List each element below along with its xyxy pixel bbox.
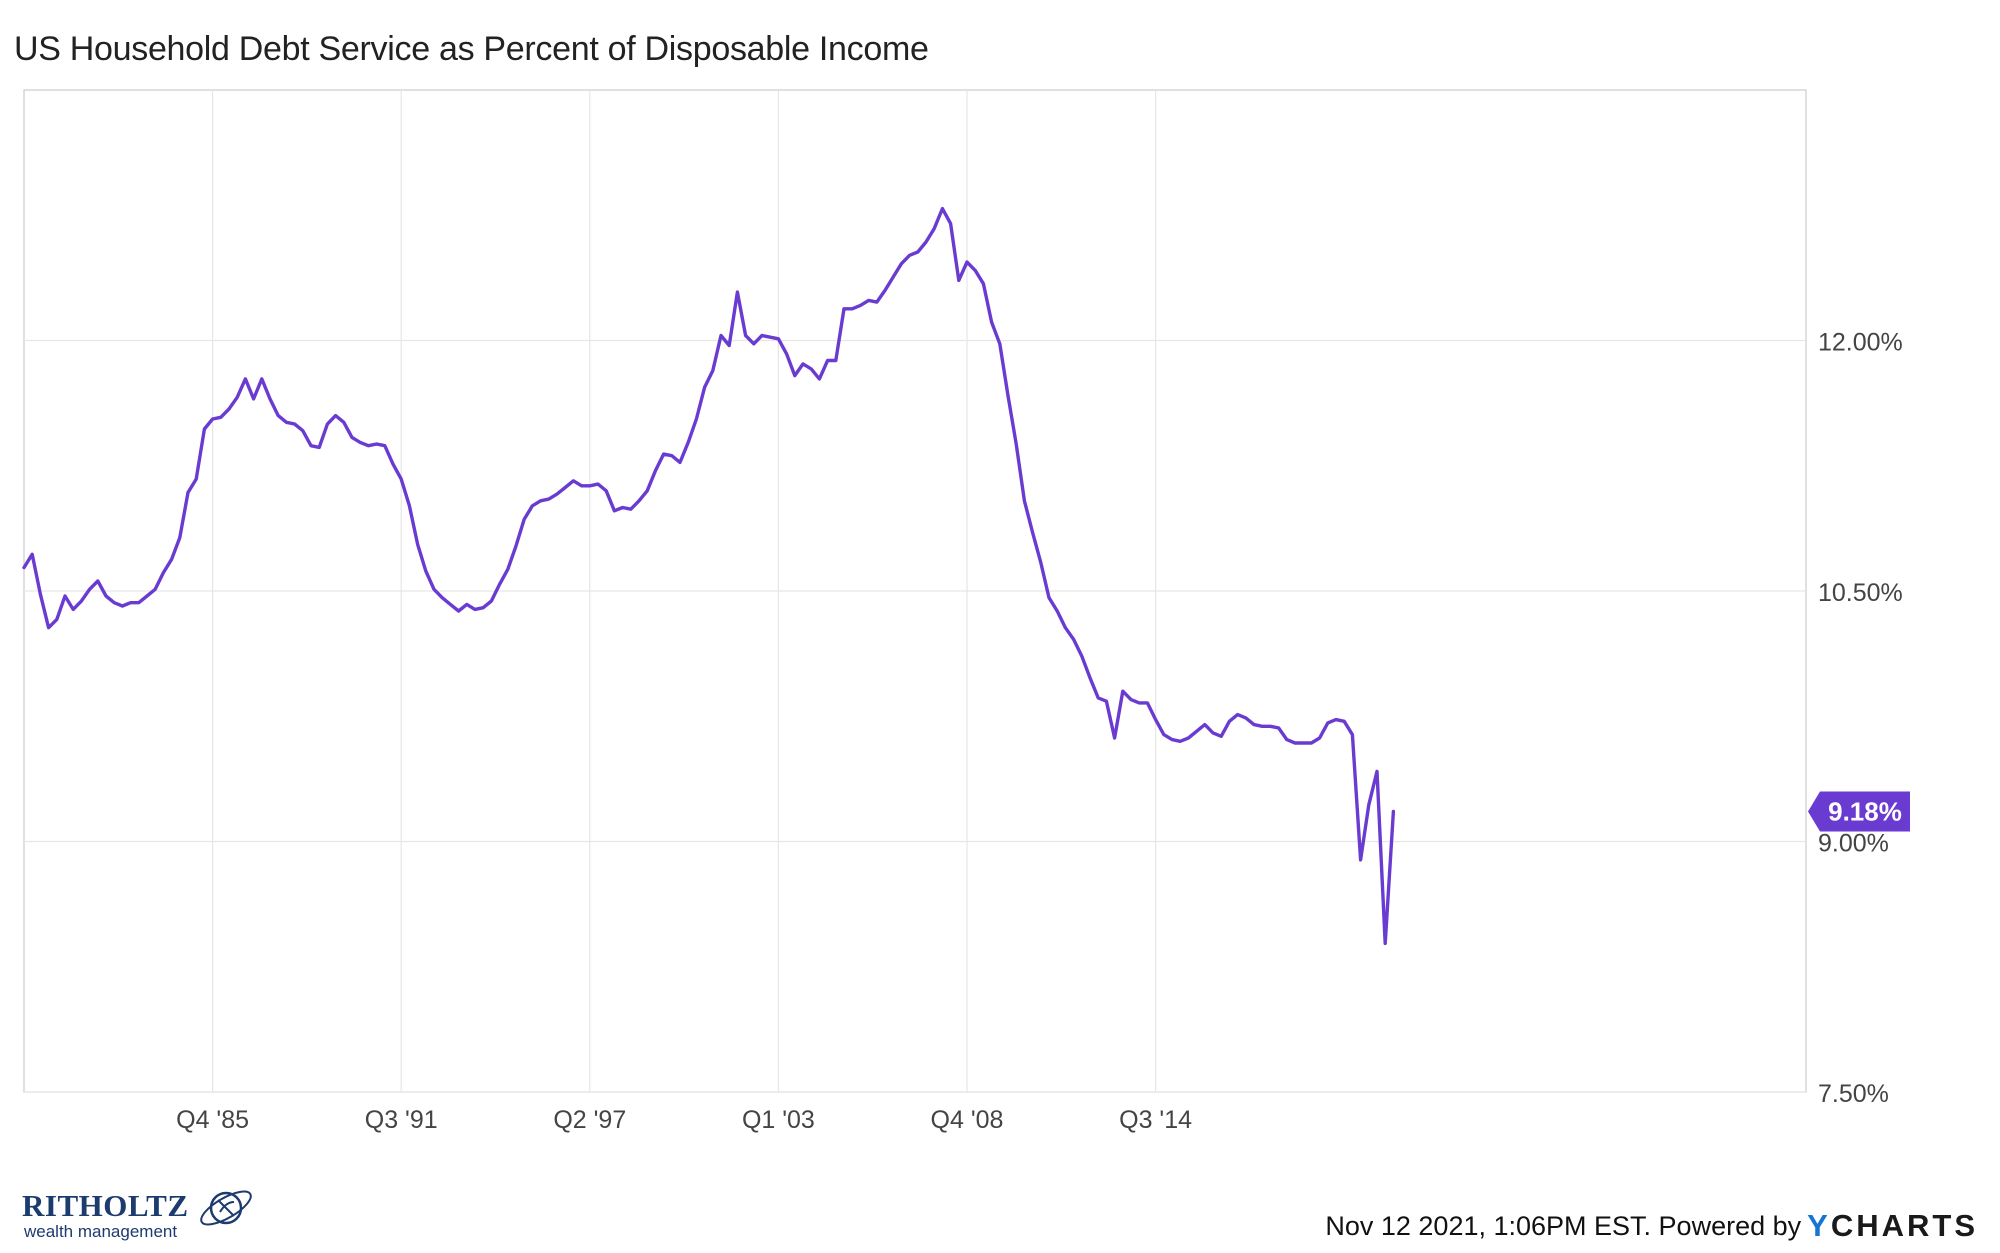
ycharts-logo-text: CHARTS	[1830, 1208, 1978, 1243]
x-tick-label: Q1 '03	[742, 1106, 815, 1134]
x-tick-label: Q4 '85	[176, 1106, 249, 1134]
globe-swirl-icon	[200, 1190, 252, 1226]
chart-title: US Household Debt Service as Percent of …	[14, 30, 929, 68]
last-value-badge	[1808, 791, 1910, 832]
ritholtz-logo: RITHOLTZ wealth management	[22, 1180, 262, 1241]
y-tick-label: 10.50%	[1818, 579, 1903, 607]
logo-name: RITHOLTZ	[22, 1188, 189, 1223]
footer: Nov 12 2021, 1:06PM EST. Powered by YCHA…	[1325, 1208, 1978, 1244]
x-tick-label: Q3 '14	[1119, 1106, 1192, 1134]
ycharts-logo-y: Y	[1807, 1208, 1831, 1243]
y-tick-label: 12.00%	[1818, 329, 1903, 357]
y-tick-label: 7.50%	[1818, 1080, 1889, 1108]
logo-subtitle: wealth management	[24, 1222, 178, 1241]
ycharts-logo: YCHARTS	[1807, 1208, 1978, 1244]
footer-timestamp: Nov 12 2021, 1:06PM EST. Powered by	[1325, 1210, 1802, 1241]
series-line	[22, 206, 1396, 946]
x-tick-label: Q4 '08	[931, 1106, 1004, 1134]
y-tick-label: 9.00%	[1818, 830, 1889, 858]
x-tick-label: Q3 '91	[365, 1106, 438, 1134]
last-value-label: 9.18%	[1828, 796, 1902, 826]
x-tick-label: Q2 '97	[553, 1106, 626, 1134]
